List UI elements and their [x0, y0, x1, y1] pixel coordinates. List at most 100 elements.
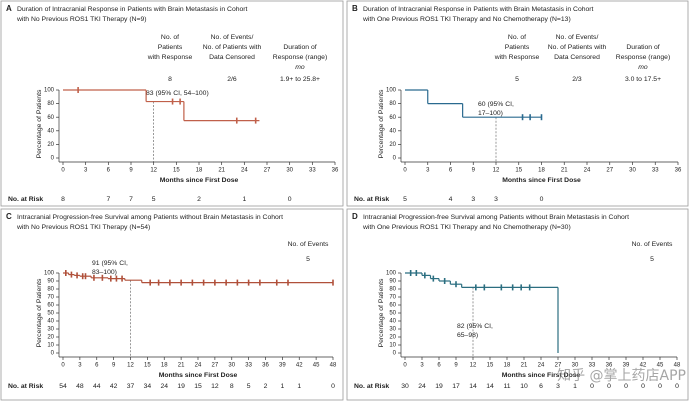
at-risk-value: 6 [539, 383, 543, 390]
x-tick-label: 24 [195, 363, 202, 369]
y-axis-title: Percentage of Patients [378, 278, 385, 347]
x-tick-label: 0 [61, 363, 65, 369]
events-header: No. of Events [288, 241, 329, 248]
at-risk-value: 37 [127, 383, 135, 390]
x-tick-label: 30 [286, 168, 293, 174]
x-tick-label: 21 [561, 168, 568, 174]
x-tick-label: 36 [675, 168, 682, 174]
x-tick-label: 6 [95, 363, 99, 369]
at-risk-value: 24 [160, 383, 168, 390]
table-header: Response (range) [273, 54, 327, 61]
y-tick-label: 0 [393, 351, 397, 357]
table-value: 5 [515, 76, 519, 83]
landmark-label: 17–100) [478, 110, 503, 117]
table-value: 1.9+ to 25.8+ [280, 76, 320, 83]
y-tick-label: 60 [389, 115, 396, 121]
x-tick-label: 18 [196, 168, 203, 174]
x-tick-label: 12 [150, 168, 157, 174]
landmark-label: 65–98) [457, 332, 478, 339]
x-tick-label: 6 [449, 168, 453, 174]
y-axis-title: Percentage of Patients [36, 278, 43, 347]
x-tick-label: 6 [107, 168, 111, 174]
y-axis-title: Percentage of Patients [378, 89, 385, 158]
panel-title: with No Previous ROS1 TKI Therapy (N=54) [16, 224, 150, 231]
at-risk-value: 44 [93, 383, 101, 390]
x-tick-label: 24 [584, 168, 591, 174]
y-tick-label: 100 [44, 271, 55, 277]
panel-label: D [352, 212, 358, 221]
at-risk-value: 5 [247, 383, 251, 390]
x-axis-title: Months since First Dose [502, 177, 581, 184]
table-header: with Response [494, 54, 540, 61]
at-risk-value: 8 [230, 383, 234, 390]
table-value: 8 [168, 76, 172, 83]
y-tick-label: 60 [47, 115, 54, 121]
at-risk-value: 42 [110, 383, 118, 390]
at-risk-value: 7 [129, 196, 133, 203]
y-tick-label: 10 [389, 343, 396, 349]
x-tick-label: 39 [279, 363, 286, 369]
at-risk-value: 0 [607, 383, 611, 390]
x-tick-label: 36 [332, 168, 339, 174]
panel-label: C [6, 212, 12, 221]
y-tick-label: 90 [389, 279, 396, 285]
at-risk-value: 5 [403, 196, 407, 203]
x-tick-label: 30 [629, 168, 636, 174]
x-tick-label: 15 [144, 363, 151, 369]
y-tick-label: 40 [47, 128, 54, 134]
at-risk-value: 34 [144, 383, 152, 390]
at-risk-value: 0 [288, 196, 292, 203]
x-tick-label: 27 [264, 168, 271, 174]
x-tick-label: 12 [127, 363, 134, 369]
table-header: Patients [158, 44, 183, 51]
at-risk-value: 12 [211, 383, 219, 390]
y-tick-label: 40 [47, 319, 54, 325]
at-risk-value: 3 [556, 383, 560, 390]
x-tick-label: 27 [606, 168, 613, 174]
y-tick-label: 80 [47, 287, 54, 293]
at-risk-value: 14 [469, 383, 477, 390]
landmark-label: 91 (95% CI, [92, 260, 128, 267]
x-tick-label: 30 [228, 363, 235, 369]
y-tick-label: 70 [389, 295, 396, 301]
x-axis-title: Months since First Dose [502, 372, 581, 379]
panel-title: Duration of Intracranial Response in Pat… [17, 6, 248, 13]
at-risk-value: 8 [61, 196, 65, 203]
y-tick-label: 100 [386, 271, 397, 277]
at-risk-value: 1 [573, 383, 577, 390]
at-risk-value: 3 [494, 196, 498, 203]
events-header: No. of Events [632, 241, 673, 248]
table-subheader: mo [638, 64, 648, 71]
y-tick-label: 100 [44, 88, 55, 94]
panel-border [346, 208, 689, 401]
y-tick-label: 80 [389, 101, 396, 107]
table-header: No. of Patients with [548, 44, 607, 51]
at-risk-value: 0 [624, 383, 628, 390]
panel-border [0, 0, 344, 207]
y-tick-label: 20 [47, 335, 54, 341]
x-tick-label: 30 [572, 363, 579, 369]
at-risk-value: 24 [418, 383, 426, 390]
panel-border [0, 208, 344, 401]
y-tick-label: 30 [47, 327, 54, 333]
panel-title: with No Previous ROS1 TKI Therapy (N=9) [16, 16, 147, 23]
y-tick-label: 40 [389, 128, 396, 134]
y-tick-label: 0 [51, 156, 55, 162]
panel-label: B [352, 4, 358, 13]
x-tick-label: 33 [652, 168, 659, 174]
x-tick-label: 42 [296, 363, 303, 369]
x-tick-label: 9 [129, 168, 133, 174]
table-subheader: mo [295, 64, 305, 71]
at-risk-value: 11 [503, 383, 510, 390]
x-tick-label: 45 [657, 363, 664, 369]
x-tick-label: 9 [112, 363, 116, 369]
x-tick-label: 36 [606, 363, 613, 369]
y-tick-label: 40 [389, 319, 396, 325]
at-risk-value: 0 [331, 383, 335, 390]
y-tick-label: 20 [47, 142, 54, 148]
panel-title: Intracranial Progression-free Survival a… [363, 214, 629, 221]
y-tick-label: 20 [389, 142, 396, 148]
landmark-label: 83 (95% CI, 54–100) [146, 90, 209, 97]
landmark-label: 60 (95% CI, [478, 101, 514, 108]
